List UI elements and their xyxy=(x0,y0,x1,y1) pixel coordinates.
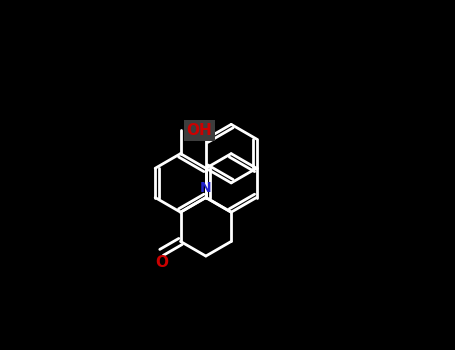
Text: O: O xyxy=(155,255,168,270)
Text: OH: OH xyxy=(187,123,212,138)
Text: N: N xyxy=(200,181,212,195)
